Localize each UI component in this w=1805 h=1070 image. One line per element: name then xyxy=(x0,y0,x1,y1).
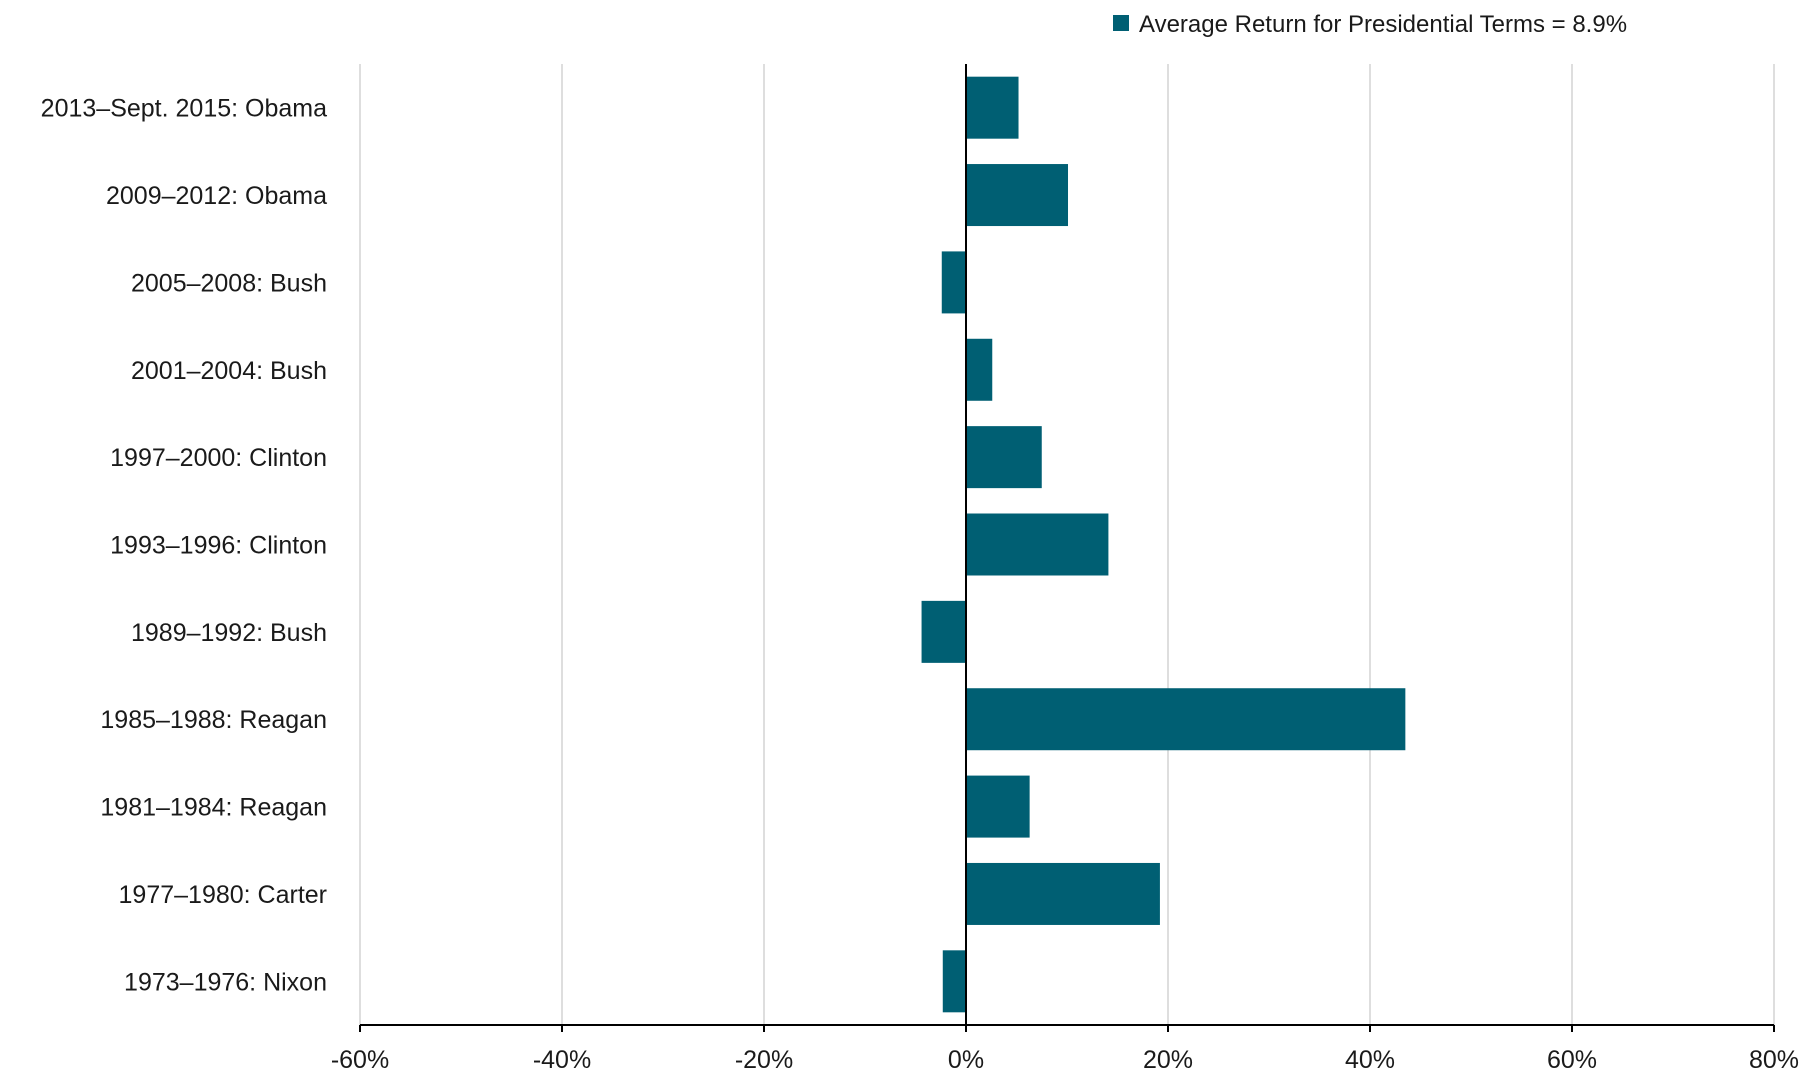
bar xyxy=(966,76,1019,139)
category-label: 1993–1996: Clinton xyxy=(110,532,327,560)
grid-lines xyxy=(359,64,1775,1025)
bar xyxy=(966,426,1042,489)
x-tick-label: 60% xyxy=(1547,1046,1597,1070)
x-tick-label: -60% xyxy=(331,1046,389,1070)
category-label: 1981–1984: Reagan xyxy=(100,794,327,822)
x-tick-label: -20% xyxy=(735,1046,793,1070)
category-label: 1989–1992: Bush xyxy=(131,619,327,647)
bars xyxy=(921,76,1406,1013)
category-label: 2009–2012: Obama xyxy=(106,182,327,210)
bar xyxy=(941,251,966,314)
x-tick-label: 0% xyxy=(948,1046,984,1070)
category-label: 2001–2004: Bush xyxy=(131,357,327,385)
legend-swatch xyxy=(1113,15,1129,31)
category-label: 1997–2000: Clinton xyxy=(110,444,327,472)
category-label: 2005–2008: Bush xyxy=(131,269,327,297)
category-labels: 2013–Sept. 2015: Obama 2009–2012: Obama 20… xyxy=(41,95,327,997)
category-label: 1973–1976: Nixon xyxy=(124,968,327,996)
bar xyxy=(966,164,1069,227)
x-tick-label: 40% xyxy=(1345,1046,1395,1070)
bar xyxy=(921,600,966,663)
category-label: 2013–Sept. 2015: Obama xyxy=(41,95,327,123)
x-tick-label: 20% xyxy=(1143,1046,1193,1070)
bar xyxy=(942,950,966,1013)
bar xyxy=(966,338,993,401)
legend: Average Return for Presidential Terms = … xyxy=(1113,11,1627,38)
x-tick-labels: -60% -40% -20% 0% 20% 40% 60% 80% xyxy=(331,1046,1799,1070)
category-label: 1977–1980: Carter xyxy=(119,881,327,909)
bar xyxy=(966,513,1109,576)
bar xyxy=(966,775,1030,838)
axes xyxy=(359,64,1775,1032)
category-label: 1985–1988: Reagan xyxy=(100,706,327,734)
x-tick-label: -40% xyxy=(533,1046,591,1070)
bar xyxy=(966,688,1406,751)
x-tick-label: 80% xyxy=(1749,1046,1799,1070)
bar xyxy=(966,862,1160,925)
legend-label: Average Return for Presidential Terms = … xyxy=(1139,11,1627,38)
